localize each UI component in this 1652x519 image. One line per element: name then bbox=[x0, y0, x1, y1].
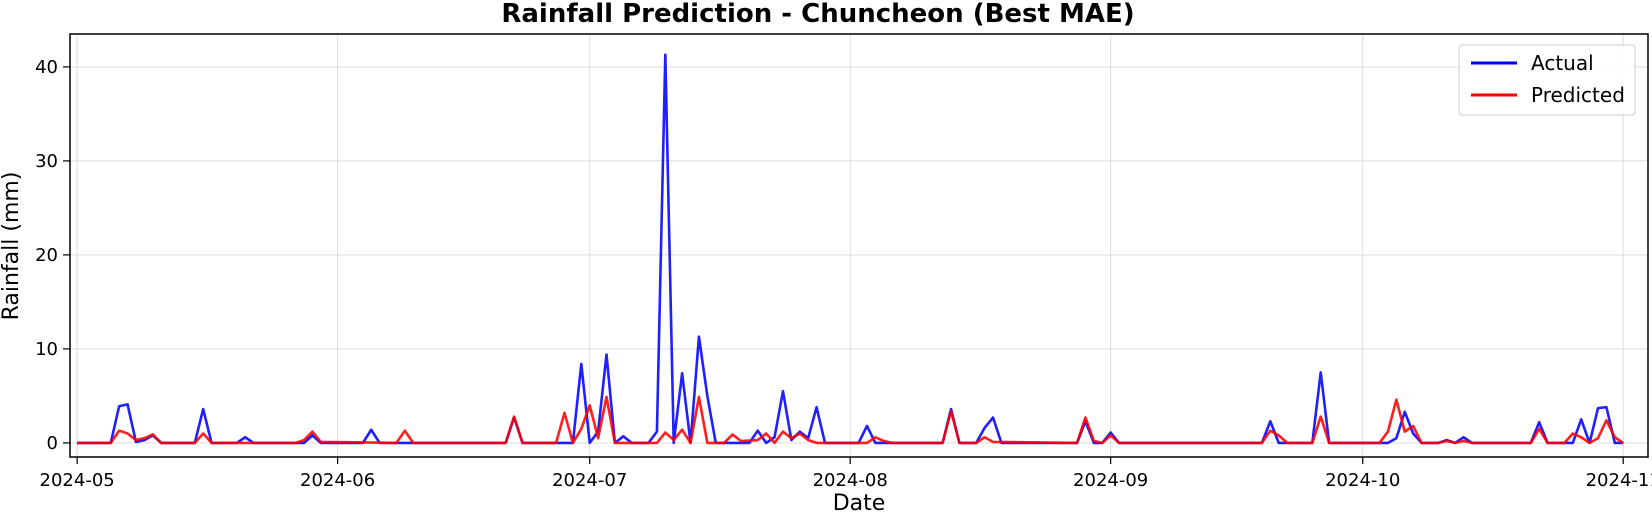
y-tick-label: 20 bbox=[35, 245, 58, 266]
x-tick-label: 2024-06 bbox=[300, 470, 375, 491]
chart-title: Rainfall Prediction - Chuncheon (Best MA… bbox=[501, 0, 1134, 29]
series-lines bbox=[77, 53, 1624, 445]
y-axis-label: Rainfall (mm) bbox=[0, 172, 24, 321]
series-line-predicted bbox=[77, 395, 1624, 445]
y-tick-label: 30 bbox=[35, 151, 58, 172]
x-tick-label: 2024-11 bbox=[1586, 470, 1652, 491]
plot-frame bbox=[69, 33, 1649, 458]
x-axis-label: Date bbox=[833, 491, 886, 516]
y-tick-label: 0 bbox=[47, 433, 58, 454]
axis-ticks: 2024-05 2024-06 2024-07 2024-08 2024-09 2024-… bbox=[35, 57, 1652, 491]
x-tick-label: 2024-08 bbox=[813, 470, 888, 491]
x-tick-label: 2024-09 bbox=[1073, 470, 1148, 491]
grid-lines bbox=[70, 34, 1648, 457]
legend: Actual Predicted bbox=[1458, 44, 1636, 116]
y-tick-label: 10 bbox=[35, 339, 58, 360]
y-tick-label: 40 bbox=[35, 57, 58, 78]
x-tick-label: 2024-10 bbox=[1325, 470, 1400, 491]
legend-label-predicted: Predicted bbox=[1531, 83, 1625, 107]
legend-label-actual: Actual bbox=[1531, 51, 1594, 75]
x-tick-label: 2024-07 bbox=[552, 470, 627, 491]
x-tick-label: 2024-05 bbox=[40, 470, 115, 491]
